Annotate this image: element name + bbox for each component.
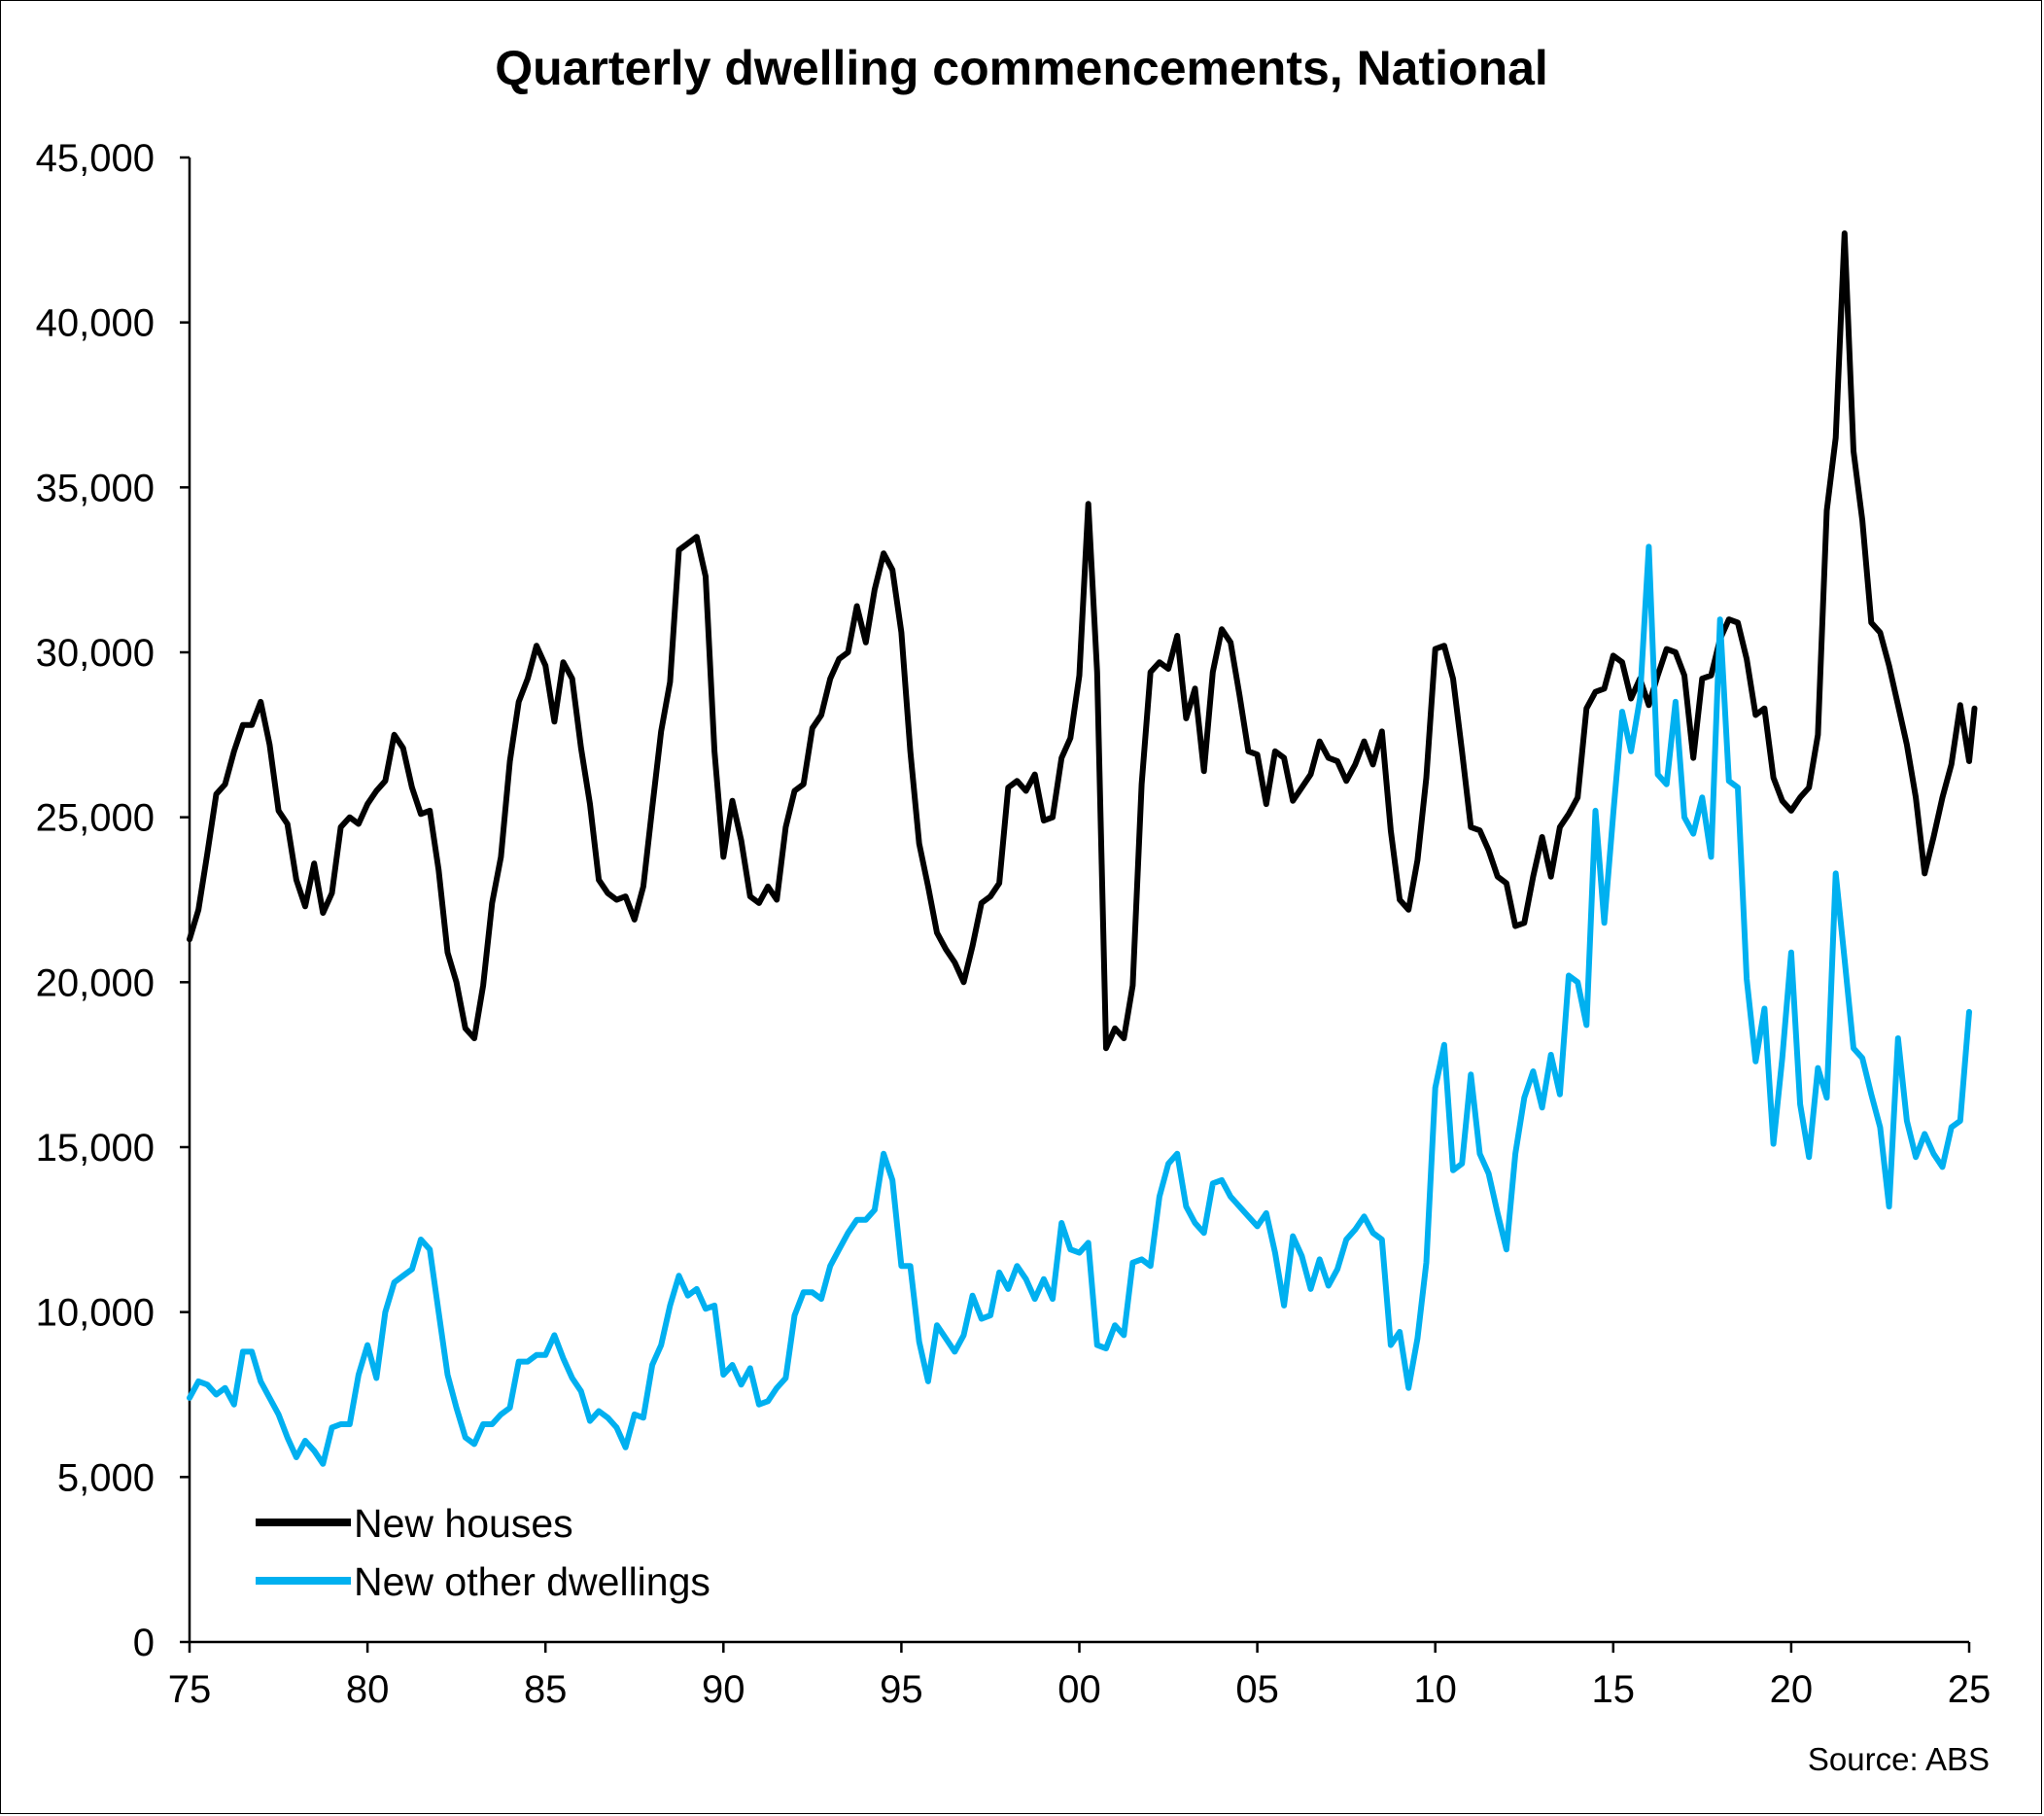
series-lines [187,230,1978,1467]
y-tick-label: 20,000 [36,961,155,1004]
series-line-new-other-dwellings [187,543,1972,1467]
y-tick-label: 45,000 [36,137,155,180]
x-tick-label: 95 [880,1668,923,1711]
chart-title: Quarterly dwelling commencements, Nation… [495,41,1548,95]
y-axis-ticks: 0 5,000 10,000 15,000 20,000 25,000 30,000 35,0… [36,137,1992,1711]
legend: New houses New other dwellings [256,1501,710,1604]
x-tick-label: 75 [168,1668,212,1711]
x-tick-label: 10 [1413,1668,1457,1711]
series-line-new-houses [187,230,1978,1052]
y-tick-label: 5,000 [57,1456,155,1499]
y-tick-label: 30,000 [36,632,155,675]
x-tick-label: 90 [702,1668,745,1711]
legend-label: New houses [354,1501,573,1546]
x-tick-label: 15 [1592,1668,1636,1711]
x-tick-label: 05 [1235,1668,1279,1711]
legend-item-new-other-dwellings: New other dwellings [256,1559,710,1604]
x-tick-label: 80 [346,1668,390,1711]
y-tick-label: 25,000 [36,797,155,840]
legend-item-new-houses: New houses [256,1501,573,1546]
y-tick-label: 0 [133,1622,155,1664]
x-tick-label: 00 [1057,1668,1101,1711]
source-note: Source: ABS [1808,1741,1990,1777]
y-tick-label: 40,000 [36,302,155,345]
x-tick-label: 85 [524,1668,568,1711]
x-tick-label: 20 [1770,1668,1814,1711]
y-tick-label: 10,000 [36,1292,155,1335]
x-tick-label: 25 [1948,1668,1992,1711]
y-tick-label: 15,000 [36,1127,155,1170]
y-tick-label: 35,000 [36,467,155,509]
axes [188,157,1969,1644]
legend-label: New other dwellings [354,1559,710,1604]
